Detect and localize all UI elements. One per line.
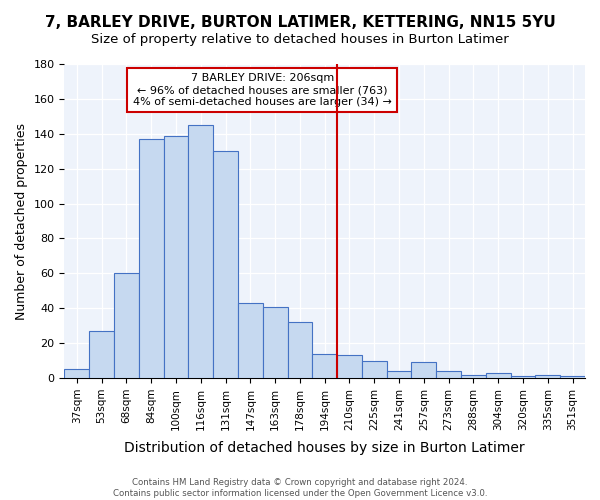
Bar bbox=[486, 373, 511, 378]
X-axis label: Distribution of detached houses by size in Burton Latimer: Distribution of detached houses by size … bbox=[124, 441, 525, 455]
Bar bbox=[64, 370, 89, 378]
Bar bbox=[139, 139, 164, 378]
Bar bbox=[560, 376, 585, 378]
Text: Contains HM Land Registry data © Crown copyright and database right 2024.
Contai: Contains HM Land Registry data © Crown c… bbox=[113, 478, 487, 498]
Bar bbox=[313, 354, 337, 378]
Bar bbox=[89, 331, 114, 378]
Text: 7 BARLEY DRIVE: 206sqm
← 96% of detached houses are smaller (763)
4% of semi-det: 7 BARLEY DRIVE: 206sqm ← 96% of detached… bbox=[133, 74, 392, 106]
Bar bbox=[412, 362, 436, 378]
Bar bbox=[386, 371, 412, 378]
Y-axis label: Number of detached properties: Number of detached properties bbox=[15, 122, 28, 320]
Bar bbox=[461, 374, 486, 378]
Bar bbox=[164, 136, 188, 378]
Bar bbox=[511, 376, 535, 378]
Bar bbox=[238, 303, 263, 378]
Bar bbox=[114, 274, 139, 378]
Bar bbox=[337, 356, 362, 378]
Text: Size of property relative to detached houses in Burton Latimer: Size of property relative to detached ho… bbox=[91, 32, 509, 46]
Bar bbox=[263, 306, 287, 378]
Bar bbox=[287, 322, 313, 378]
Bar bbox=[535, 374, 560, 378]
Bar bbox=[188, 125, 213, 378]
Text: 7, BARLEY DRIVE, BURTON LATIMER, KETTERING, NN15 5YU: 7, BARLEY DRIVE, BURTON LATIMER, KETTERI… bbox=[44, 15, 556, 30]
Bar bbox=[436, 371, 461, 378]
Bar bbox=[362, 360, 386, 378]
Bar bbox=[213, 151, 238, 378]
